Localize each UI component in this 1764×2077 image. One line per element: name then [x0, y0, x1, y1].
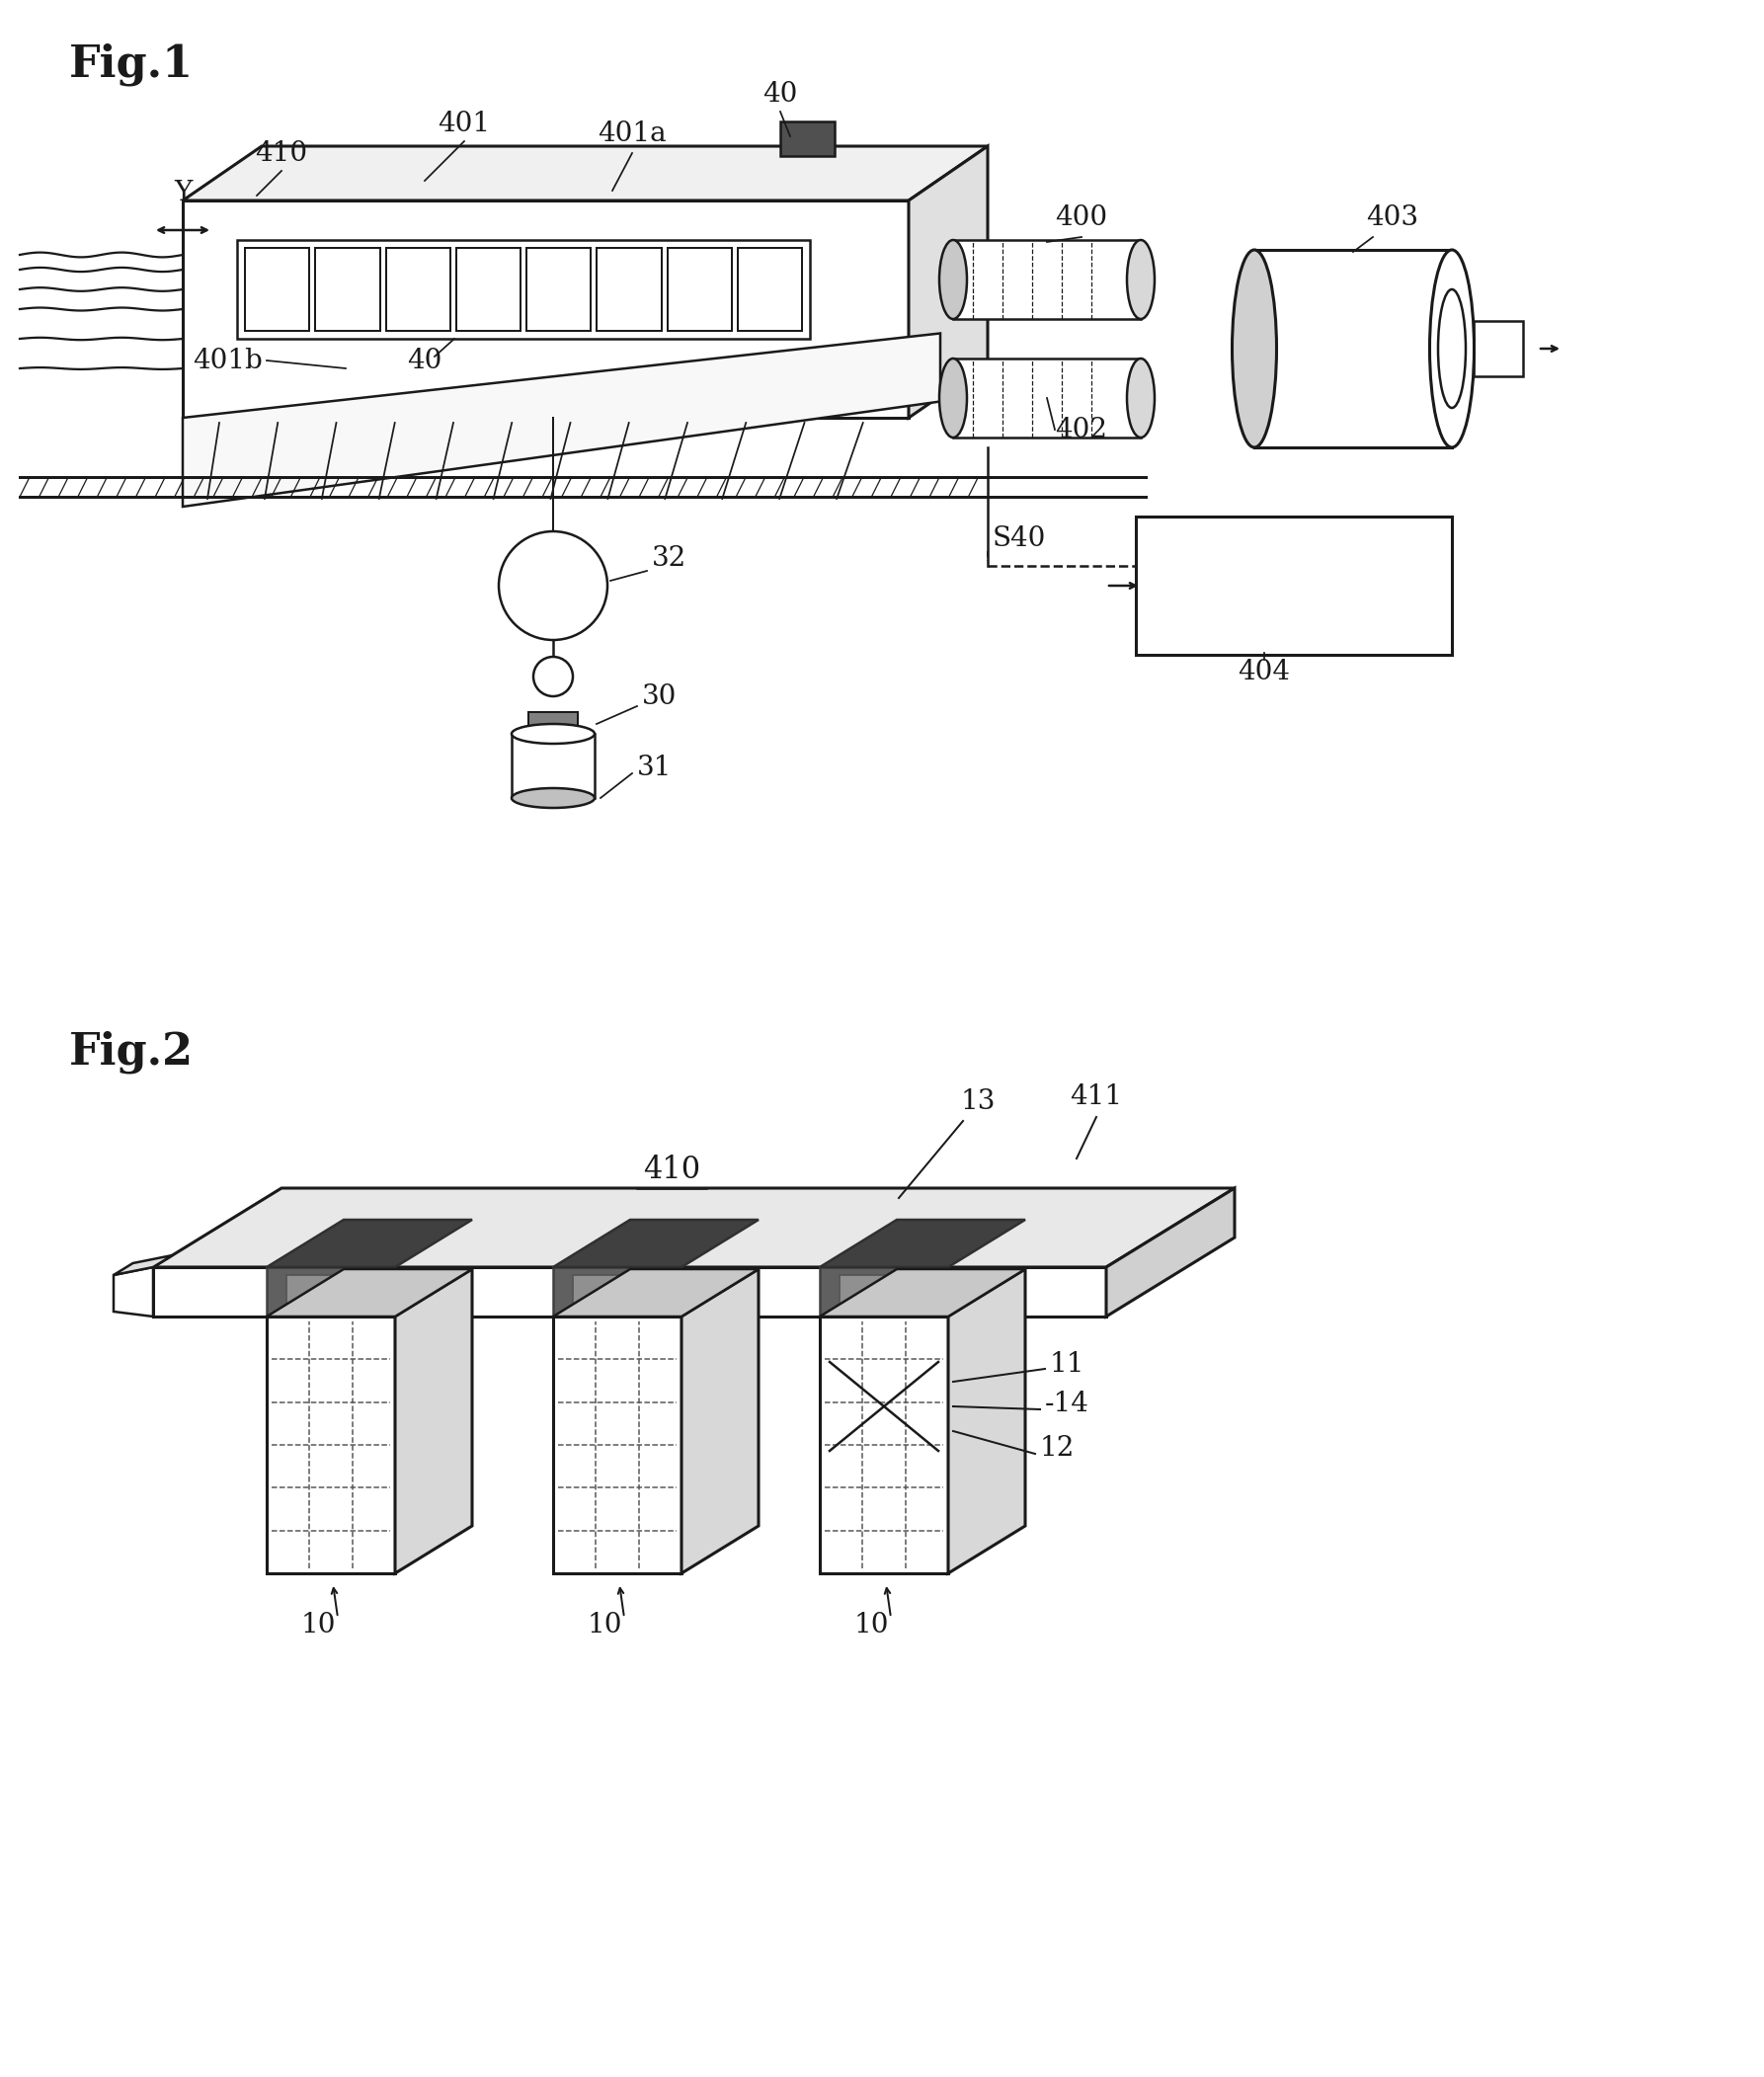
Ellipse shape — [938, 359, 967, 438]
Text: 13: 13 — [960, 1088, 995, 1115]
Polygon shape — [572, 1275, 662, 1311]
Ellipse shape — [1429, 249, 1475, 447]
Polygon shape — [266, 1267, 395, 1317]
Polygon shape — [820, 1317, 949, 1572]
Text: 11: 11 — [1050, 1350, 1085, 1377]
Polygon shape — [386, 247, 450, 330]
Polygon shape — [949, 1269, 1025, 1572]
Polygon shape — [527, 712, 579, 733]
Circle shape — [499, 532, 607, 640]
Text: 10: 10 — [587, 1612, 623, 1639]
Text: 410: 410 — [642, 1155, 700, 1186]
Ellipse shape — [512, 787, 594, 808]
Text: S40: S40 — [993, 525, 1046, 552]
Polygon shape — [820, 1219, 1025, 1267]
Polygon shape — [266, 1269, 473, 1317]
Polygon shape — [266, 1219, 473, 1267]
Polygon shape — [183, 201, 908, 417]
Text: 403: 403 — [1367, 204, 1418, 231]
Ellipse shape — [938, 241, 967, 320]
Polygon shape — [1136, 517, 1452, 654]
Text: 40: 40 — [762, 81, 797, 108]
Text: 40: 40 — [407, 347, 443, 374]
Polygon shape — [1106, 1188, 1235, 1317]
Polygon shape — [245, 247, 309, 330]
Polygon shape — [183, 145, 988, 201]
Polygon shape — [554, 1219, 759, 1267]
Polygon shape — [953, 359, 1141, 438]
Polygon shape — [457, 247, 520, 330]
Ellipse shape — [1127, 241, 1155, 320]
Polygon shape — [554, 1267, 681, 1317]
Text: 400: 400 — [1055, 204, 1108, 231]
Text: 401: 401 — [437, 110, 490, 137]
Polygon shape — [908, 145, 988, 417]
Polygon shape — [667, 247, 732, 330]
Text: 12: 12 — [1041, 1435, 1074, 1462]
Ellipse shape — [512, 725, 594, 744]
Polygon shape — [236, 241, 810, 339]
Polygon shape — [820, 1269, 1025, 1317]
Text: Y: Y — [173, 181, 192, 206]
Polygon shape — [554, 1317, 681, 1572]
Polygon shape — [153, 1188, 1235, 1267]
Polygon shape — [395, 1269, 473, 1572]
Polygon shape — [953, 241, 1141, 320]
Text: 410: 410 — [256, 141, 307, 166]
Polygon shape — [737, 247, 803, 330]
Text: 32: 32 — [653, 544, 686, 571]
Polygon shape — [1473, 322, 1522, 376]
Polygon shape — [780, 120, 834, 156]
Text: 411: 411 — [1071, 1084, 1122, 1109]
Polygon shape — [266, 1317, 395, 1572]
Polygon shape — [183, 332, 940, 507]
Polygon shape — [153, 1267, 1106, 1317]
Ellipse shape — [1231, 249, 1277, 447]
Text: 10: 10 — [300, 1612, 335, 1639]
Polygon shape — [1254, 249, 1452, 447]
Polygon shape — [820, 1267, 949, 1317]
Polygon shape — [316, 247, 379, 330]
Polygon shape — [512, 733, 594, 798]
Text: 401a: 401a — [598, 120, 667, 147]
Text: Fig.1: Fig.1 — [69, 42, 194, 85]
Text: 10: 10 — [854, 1612, 889, 1639]
Text: 402: 402 — [1055, 417, 1108, 444]
Polygon shape — [596, 247, 662, 330]
Text: 30: 30 — [642, 683, 677, 710]
Polygon shape — [840, 1275, 930, 1311]
Text: Fig.2: Fig.2 — [69, 1030, 194, 1074]
Polygon shape — [681, 1269, 759, 1572]
Polygon shape — [526, 247, 591, 330]
Polygon shape — [113, 1255, 173, 1275]
Text: 404: 404 — [1238, 658, 1291, 685]
Text: 401b: 401b — [192, 347, 263, 374]
Polygon shape — [554, 1269, 759, 1317]
Circle shape — [533, 656, 573, 696]
Polygon shape — [113, 1267, 153, 1317]
Text: 31: 31 — [637, 754, 672, 781]
Ellipse shape — [1127, 359, 1155, 438]
Polygon shape — [286, 1275, 376, 1311]
Text: -14: -14 — [1044, 1392, 1090, 1417]
